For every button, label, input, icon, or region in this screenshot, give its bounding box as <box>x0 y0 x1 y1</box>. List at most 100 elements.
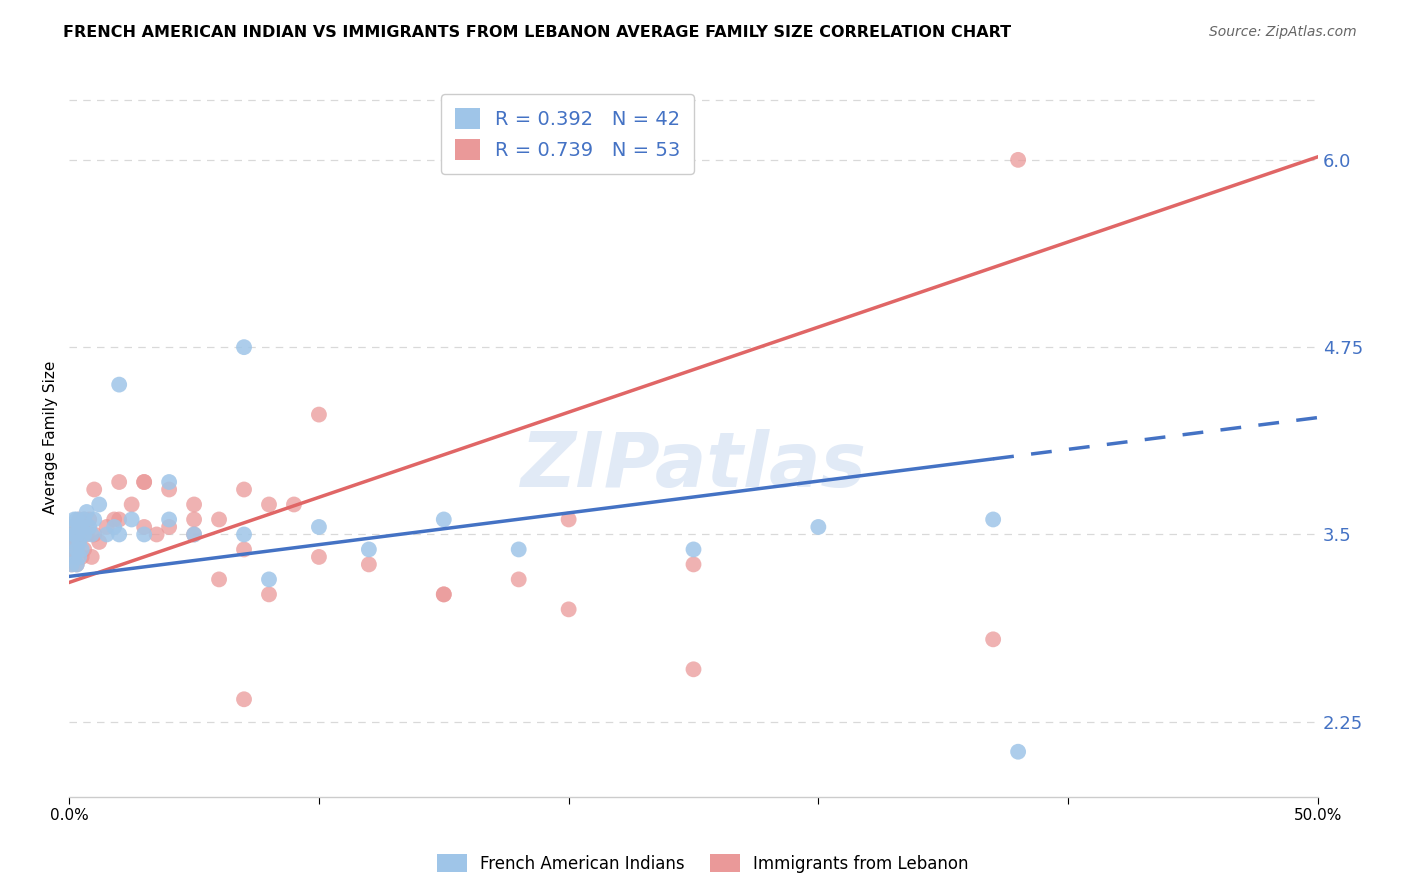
Y-axis label: Average Family Size: Average Family Size <box>44 360 58 514</box>
Point <box>96 527 118 541</box>
Point <box>66 542 89 557</box>
Point <box>157 512 180 526</box>
Point <box>60 520 83 534</box>
Text: Source: ZipAtlas.com: Source: ZipAtlas.com <box>1209 25 1357 39</box>
Point <box>357 542 380 557</box>
Point <box>60 535 83 549</box>
Point <box>1007 745 1029 759</box>
Point <box>108 475 131 489</box>
Point <box>108 527 131 541</box>
Legend: R = 0.392   N = 42, R = 0.739   N = 53: R = 0.392 N = 42, R = 0.739 N = 53 <box>441 95 695 174</box>
Point <box>682 662 704 676</box>
Point <box>108 512 131 526</box>
Point <box>67 520 90 534</box>
Point <box>145 527 167 541</box>
Point <box>73 542 96 557</box>
Point <box>73 512 96 526</box>
Point <box>357 558 380 572</box>
Point <box>77 520 100 534</box>
Point <box>60 527 83 541</box>
Point <box>83 527 105 541</box>
Point <box>134 475 156 489</box>
Point <box>67 535 90 549</box>
Point <box>63 549 86 564</box>
Point <box>433 587 456 601</box>
Point <box>283 498 305 512</box>
Point <box>76 527 98 541</box>
Point <box>89 535 111 549</box>
Point <box>807 520 830 534</box>
Point <box>103 520 125 534</box>
Point <box>233 483 256 497</box>
Point <box>80 549 103 564</box>
Point <box>67 512 90 526</box>
Point <box>183 527 205 541</box>
Point <box>433 512 456 526</box>
Point <box>1007 153 1029 167</box>
Point <box>96 520 118 534</box>
Point <box>257 573 280 587</box>
Point <box>308 549 330 564</box>
Point <box>60 558 83 572</box>
Point <box>208 512 231 526</box>
Point <box>83 483 105 497</box>
Point <box>67 527 90 541</box>
Point <box>308 408 330 422</box>
Point <box>183 498 205 512</box>
Point <box>134 527 156 541</box>
Point <box>233 340 256 354</box>
Point <box>233 692 256 706</box>
Point <box>157 520 180 534</box>
Point <box>73 512 96 526</box>
Point <box>66 512 89 526</box>
Point <box>134 475 156 489</box>
Point <box>233 542 256 557</box>
Point <box>66 558 89 572</box>
Point <box>121 498 143 512</box>
Point <box>63 520 86 534</box>
Text: ZIPatlas: ZIPatlas <box>520 429 866 503</box>
Point <box>60 542 83 557</box>
Point <box>208 573 231 587</box>
Point <box>66 535 89 549</box>
Point <box>557 602 579 616</box>
Point <box>83 512 105 526</box>
Point <box>63 512 86 526</box>
Point <box>121 512 143 526</box>
Point <box>103 512 125 526</box>
Point <box>66 527 89 541</box>
Text: FRENCH AMERICAN INDIAN VS IMMIGRANTS FROM LEBANON AVERAGE FAMILY SIZE CORRELATIO: FRENCH AMERICAN INDIAN VS IMMIGRANTS FRO… <box>63 25 1011 40</box>
Point <box>682 542 704 557</box>
Point <box>70 520 93 534</box>
Point <box>77 512 100 526</box>
Point <box>981 632 1004 647</box>
Point <box>183 527 205 541</box>
Point <box>89 498 111 512</box>
Legend: French American Indians, Immigrants from Lebanon: French American Indians, Immigrants from… <box>430 847 976 880</box>
Point <box>73 527 96 541</box>
Point <box>63 549 86 564</box>
Point <box>134 520 156 534</box>
Point <box>63 527 86 541</box>
Point <box>257 587 280 601</box>
Point <box>183 512 205 526</box>
Point <box>76 505 98 519</box>
Point <box>70 520 93 534</box>
Point <box>108 377 131 392</box>
Point <box>70 542 93 557</box>
Point <box>981 512 1004 526</box>
Point <box>67 549 90 564</box>
Point <box>257 498 280 512</box>
Point <box>157 475 180 489</box>
Point <box>508 542 530 557</box>
Point <box>80 527 103 541</box>
Point <box>433 587 456 601</box>
Point <box>70 549 93 564</box>
Point <box>308 520 330 534</box>
Point <box>66 558 89 572</box>
Point <box>157 483 180 497</box>
Point <box>60 558 83 572</box>
Point <box>682 558 704 572</box>
Point <box>557 512 579 526</box>
Point <box>233 527 256 541</box>
